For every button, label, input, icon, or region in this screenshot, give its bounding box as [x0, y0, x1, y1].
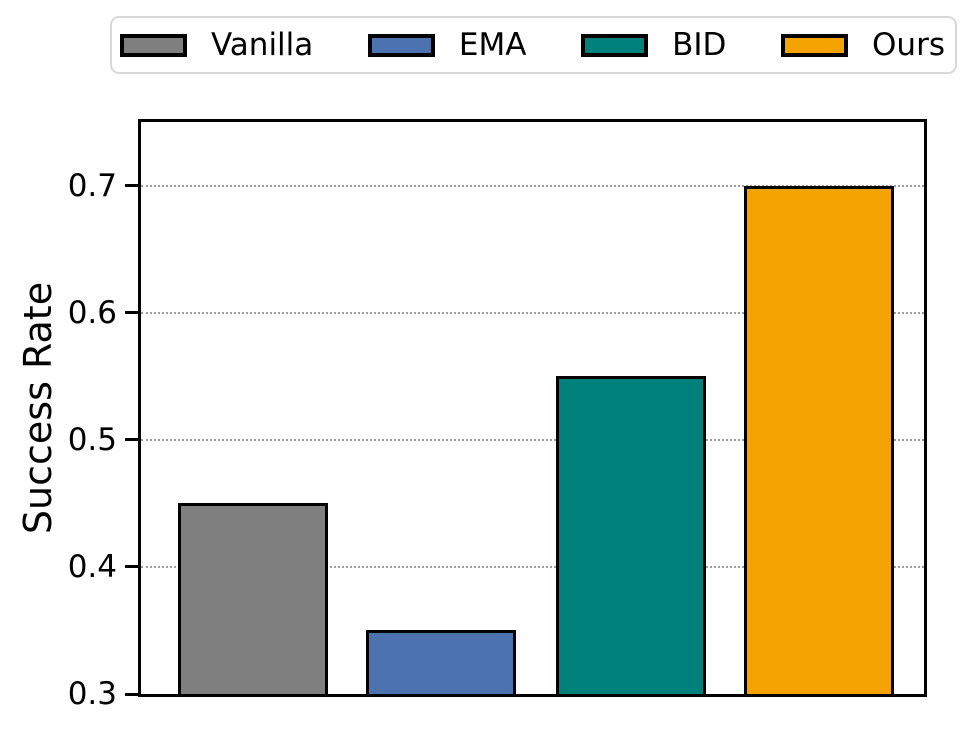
y-tick-mark-0.4 [125, 565, 138, 569]
plot-area [138, 119, 927, 697]
legend-swatch-icon [781, 33, 849, 57]
y-tick-mark-0.5 [125, 438, 138, 442]
legend-label: Ours [872, 26, 945, 63]
legend-item-ema: EMA [367, 26, 527, 63]
bar-ema [365, 630, 516, 694]
bar-bid [556, 376, 707, 694]
legend-swatch-icon [120, 33, 187, 57]
gridline-0.6 [141, 311, 924, 314]
y-tick-mark-0.3 [125, 692, 138, 696]
gridline-0.7 [141, 184, 924, 187]
y-tick-label: 0.3 [67, 676, 117, 712]
y-tick-label: 0.6 [67, 294, 117, 331]
y-tick-label: 0.7 [67, 167, 117, 204]
legend-swatch-icon [581, 33, 649, 57]
legend-item-ours: Ours [781, 26, 945, 63]
legend-label: BID [672, 26, 727, 63]
legend-label: EMA [458, 26, 527, 63]
gridline-0.4 [141, 565, 924, 568]
y-tick-label: 0.4 [67, 548, 117, 585]
legend-item-bid: BID [581, 26, 727, 63]
legend-swatch-icon [367, 33, 435, 57]
bar-ours [744, 185, 895, 694]
bar-vanilla [177, 503, 328, 694]
y-tick-mark-0.7 [125, 184, 138, 188]
legend-label: Vanilla [211, 26, 314, 63]
gridline-0.5 [141, 438, 924, 441]
legend-item-vanilla: Vanilla [120, 26, 314, 63]
legend: Vanilla EMA BID Ours [110, 16, 957, 74]
y-tick-label: 0.5 [67, 421, 117, 458]
y-tick-mark-0.6 [125, 311, 138, 315]
